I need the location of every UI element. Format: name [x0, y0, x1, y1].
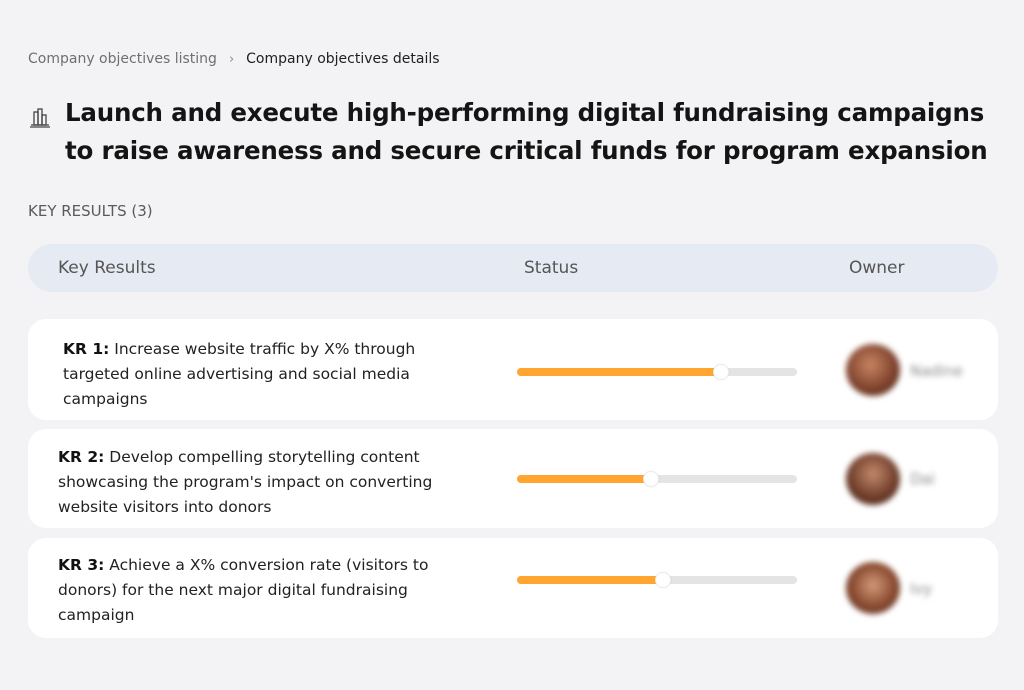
progress-bar[interactable] [517, 364, 797, 380]
owner-name: Nadine [910, 362, 963, 380]
key-result-id: KR 1: [63, 340, 110, 358]
key-result-id: KR 2: [58, 448, 105, 466]
table-header: Key Results Status Owner [28, 244, 998, 292]
avatar [846, 562, 900, 614]
key-results-count: KEY RESULTS (3) [28, 202, 153, 220]
key-result-id: KR 3: [58, 556, 105, 574]
building-icon [28, 106, 52, 130]
key-result-text: KR 2: Develop compelling storytelling co… [58, 448, 433, 516]
owner-name: Dai [910, 470, 935, 488]
breadcrumb-link-listing[interactable]: Company objectives listing [28, 51, 217, 67]
breadcrumb: Company objectives listing › Company obj… [28, 51, 440, 67]
objective-header: Launch and execute high-performing digit… [28, 94, 988, 170]
progress-fill [517, 475, 652, 483]
column-header-owner: Owner [849, 258, 905, 278]
table-row[interactable]: KR 2: Develop compelling storytelling co… [28, 429, 998, 528]
column-header-status: Status [524, 258, 579, 278]
owner-name: Ivy [910, 580, 933, 598]
progress-bar[interactable] [517, 572, 797, 588]
table-row[interactable]: KR 3: Achieve a X% conversion rate (visi… [28, 538, 998, 638]
progress-bar[interactable] [517, 471, 797, 487]
progress-handle[interactable] [643, 471, 660, 487]
breadcrumb-current: Company objectives details [246, 51, 440, 67]
progress-fill [517, 576, 663, 584]
table-row[interactable]: KR 1: Increase website traffic by X% thr… [28, 319, 998, 420]
progress-handle[interactable] [654, 572, 671, 588]
column-header-key-results: Key Results [58, 258, 156, 278]
progress-fill [517, 368, 722, 376]
avatar [846, 453, 900, 505]
key-result-text: KR 1: Increase website traffic by X% thr… [63, 340, 416, 408]
page-title: Launch and execute high-performing digit… [65, 98, 988, 165]
key-result-text: KR 3: Achieve a X% conversion rate (visi… [58, 556, 429, 624]
chevron-right-icon: › [228, 51, 235, 67]
avatar [846, 344, 900, 396]
progress-handle[interactable] [713, 364, 730, 380]
